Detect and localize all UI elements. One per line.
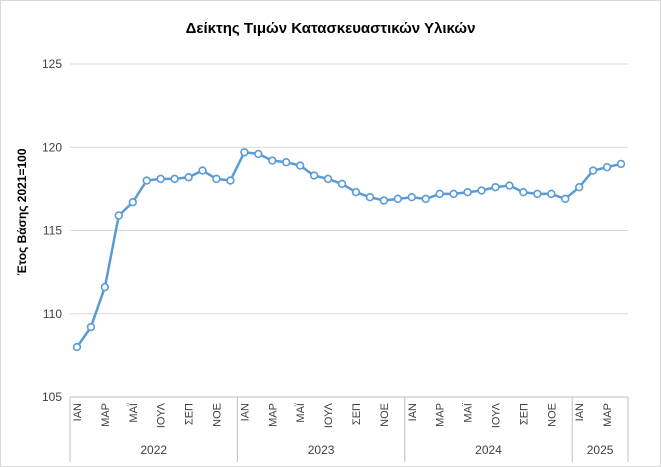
x-tick-label: ΜΑΡ (602, 403, 614, 427)
x-tick-label: ΝΟΕ (379, 403, 391, 427)
data-point (574, 183, 584, 192)
data-point (533, 189, 542, 199)
x-tick-label: ΝΟΕ (211, 403, 223, 427)
data-point (282, 158, 291, 167)
x-tick-label: ΙΑΝ (574, 403, 586, 421)
data-point (449, 189, 458, 199)
y-axis: 105 110 115 120 125 (42, 57, 62, 404)
x-tick-label: ΙΑΝ (239, 403, 251, 421)
data-point (184, 173, 193, 182)
data-point (128, 197, 137, 207)
data-point (477, 186, 486, 195)
y-tick-label: 125 (42, 57, 62, 71)
y-tick-label: 110 (43, 307, 62, 321)
data-point (463, 188, 472, 197)
data-point (114, 211, 124, 220)
x-tick-label: ΣΕΠ (518, 403, 530, 425)
x-tick-label: ΙΟΥΛ (156, 402, 168, 428)
data-point (212, 174, 221, 184)
x-tick-label: ΜΑΡ (435, 403, 447, 427)
x-tick-label: ΙΟΥΛ (323, 402, 335, 428)
data-point (602, 163, 612, 172)
x-tick-label: ΜΑΪ (463, 402, 475, 423)
data-point (156, 174, 165, 184)
data-point (616, 159, 626, 169)
series (72, 148, 626, 352)
x-tick-label: ΜΑΪ (295, 402, 307, 423)
y-tick-label: 120 (42, 140, 62, 154)
y-tick-label: 105 (42, 390, 62, 404)
data-point (365, 193, 375, 202)
x-tick-label: ΙΑΝ (72, 403, 84, 421)
data-point (226, 176, 235, 185)
x-tick-label: ΙΑΝ (407, 403, 419, 421)
data-point (588, 166, 598, 175)
series-line (75, 150, 622, 348)
data-point (547, 189, 556, 199)
year-label: 2025 (587, 443, 614, 457)
data-point (240, 148, 249, 157)
data-point (505, 181, 514, 190)
year-label: 2023 (308, 443, 335, 457)
data-point (337, 179, 347, 189)
data-point (351, 188, 361, 197)
data-point (491, 183, 500, 192)
data-point (393, 194, 403, 204)
data-point (198, 166, 207, 175)
data-point (407, 193, 416, 202)
data-point (561, 194, 570, 204)
gridlines (70, 63, 628, 315)
x-tick-label: ΙΟΥΛ (490, 402, 502, 428)
data-point (323, 174, 333, 184)
data-point (379, 196, 389, 205)
data-point (100, 282, 110, 292)
chart-title: Δείκτης Τιμών Κατασκευαστικών Υλικών (185, 20, 476, 37)
data-point (435, 189, 444, 199)
x-axis: ΙΑΝ ΜΑΡ ΜΑΪ ΙΟΥΛ ΣΕΠ ΝΟΕ 2022 ΙΑΝ ΜΑΡ ΜΑΪ ΙΟΥΛ ΣΕΠ Ν… (69, 396, 629, 462)
year-label: 2024 (475, 443, 502, 457)
data-point (142, 176, 151, 185)
data-point (421, 194, 430, 204)
data-point (254, 149, 263, 159)
data-point (309, 171, 319, 180)
data-point (268, 156, 277, 165)
x-tick-label: ΜΑΡ (267, 403, 279, 427)
data-point (170, 174, 179, 184)
data-point (72, 342, 82, 352)
x-tick-label: ΜΑΪ (128, 402, 140, 423)
x-tick-label: ΣΕΠ (184, 403, 196, 425)
data-point (519, 188, 528, 197)
x-tick-label: ΜΑΡ (100, 403, 112, 427)
x-tick-label: ΝΟΕ (546, 403, 558, 427)
x-tick-label: ΣΕΠ (351, 403, 363, 425)
data-point (86, 322, 96, 332)
data-point (295, 161, 305, 170)
year-label: 2022 (140, 443, 167, 457)
y-tick-label: 115 (43, 224, 62, 238)
